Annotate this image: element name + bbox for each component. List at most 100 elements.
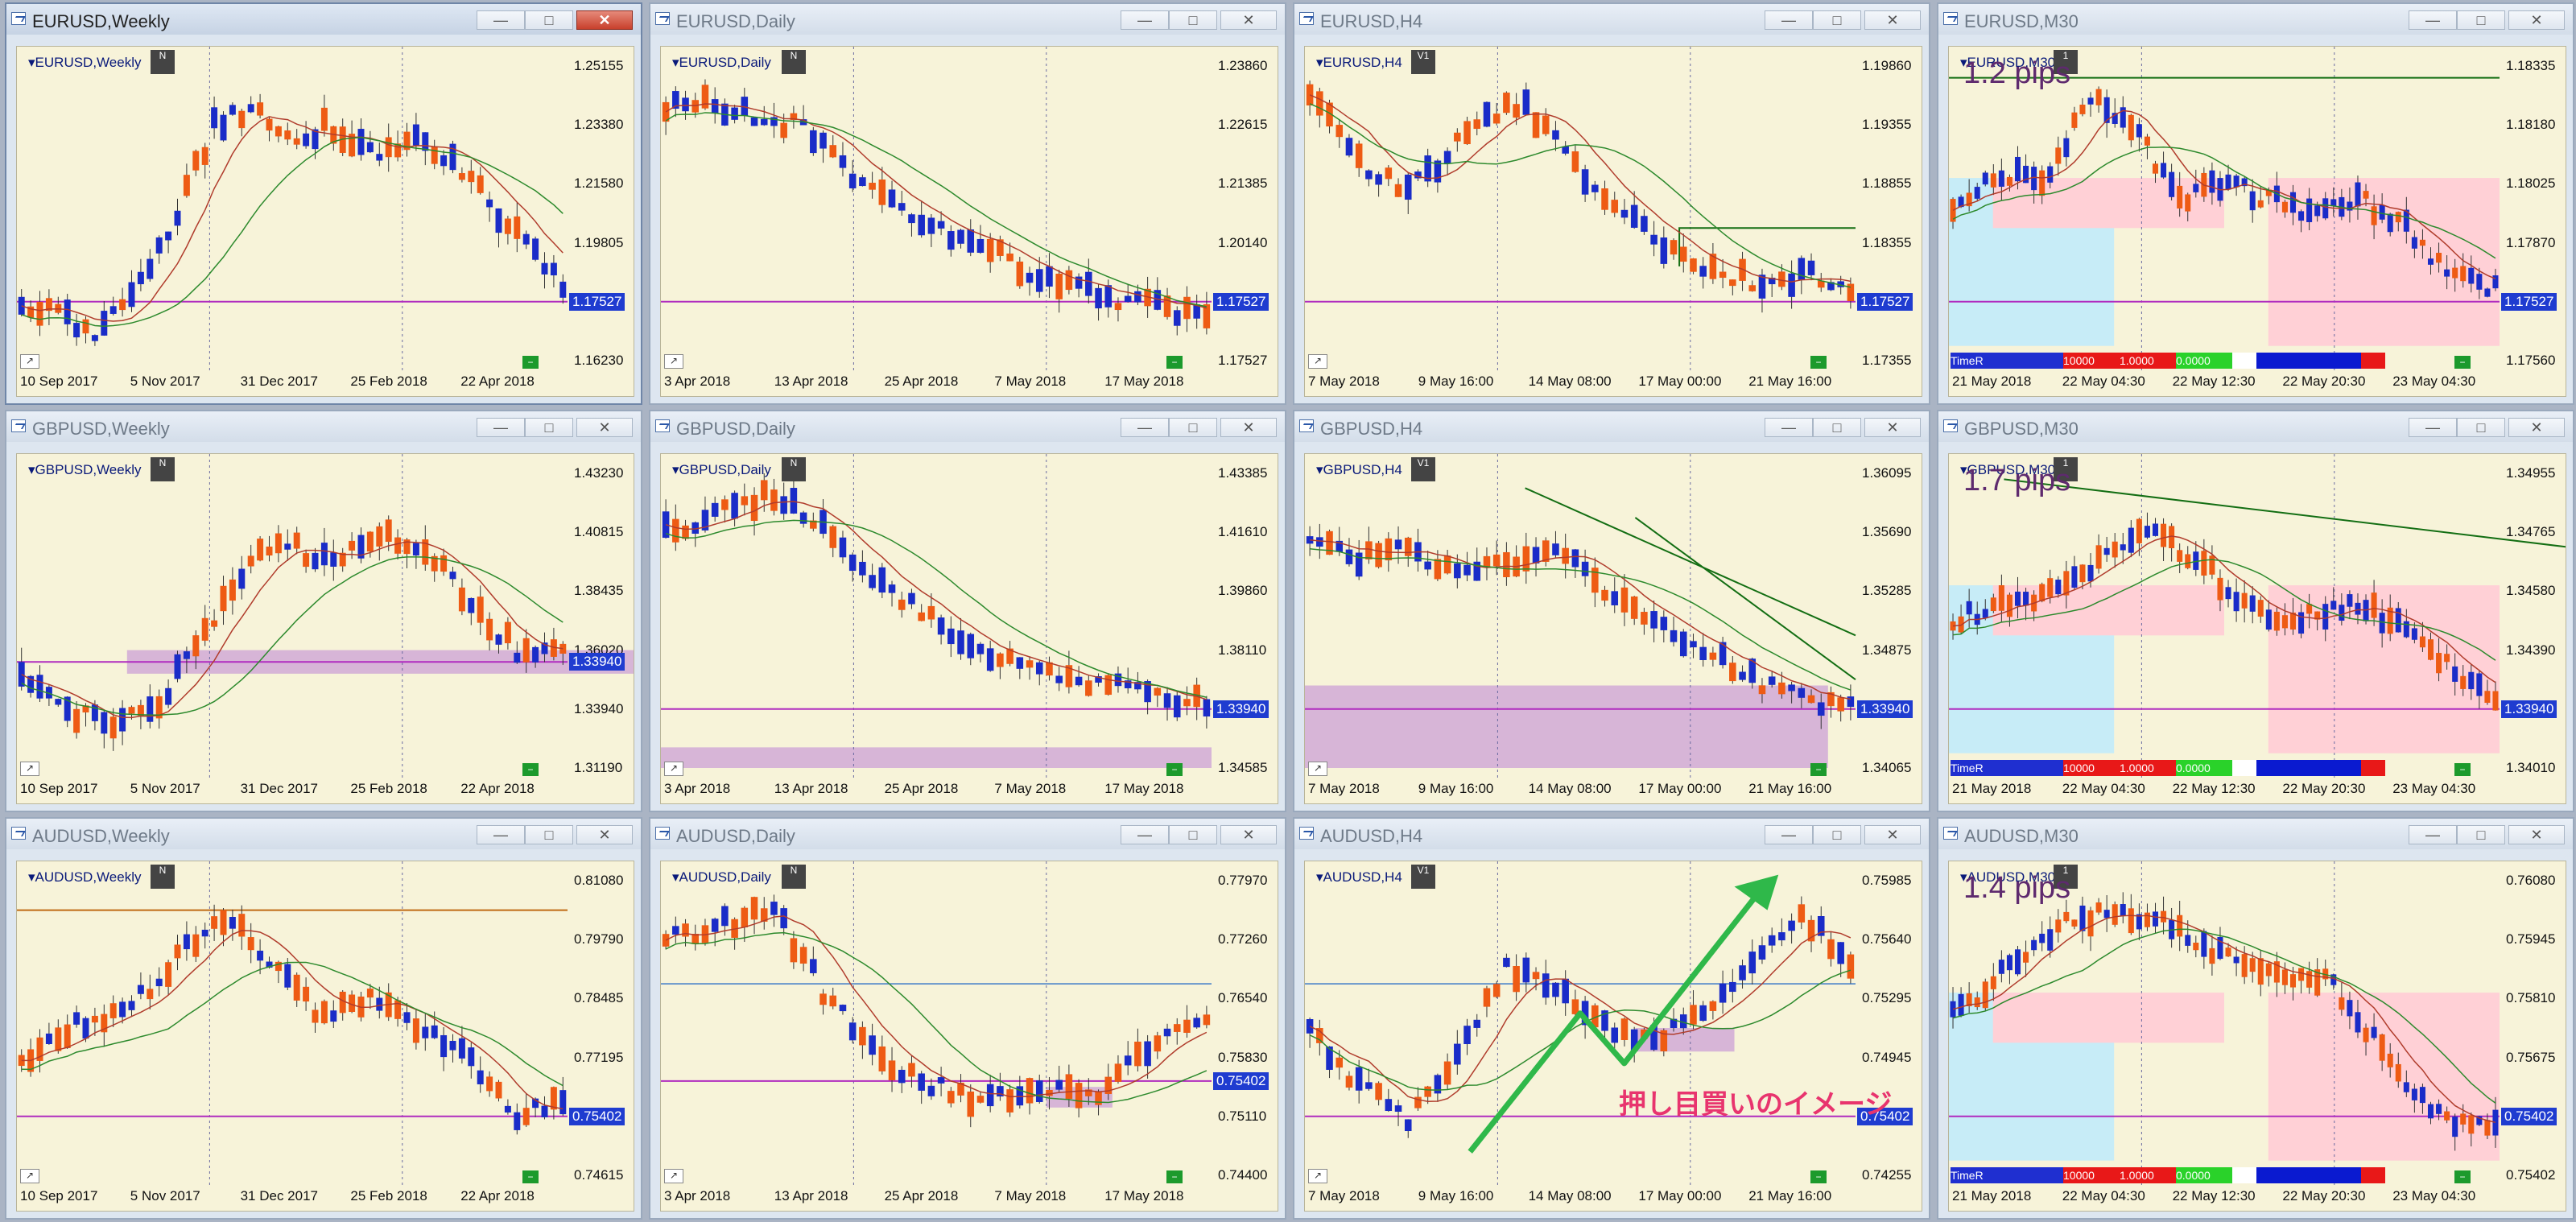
zoom-icon[interactable]: − xyxy=(2454,763,2471,776)
close-button[interactable]: ✕ xyxy=(576,10,633,30)
window-titlebar[interactable]: EURUSD,Weekly — □ ✕ xyxy=(6,4,641,35)
scroll-icon[interactable]: ↗ xyxy=(20,354,39,369)
close-button[interactable]: ✕ xyxy=(1864,10,1921,30)
maximize-button[interactable]: □ xyxy=(2457,10,2505,30)
chart-canvas[interactable]: EURUSD,Daily N 1.23860 1.22615 1.21385 1.2014… xyxy=(660,46,1278,397)
maximize-button[interactable]: □ xyxy=(1169,10,1217,30)
zoom-icon[interactable]: − xyxy=(1166,356,1183,369)
zoom-icon[interactable]: − xyxy=(522,763,539,776)
window-titlebar[interactable]: GBPUSD,M30 — □ ✕ xyxy=(1938,411,2573,442)
maximize-button[interactable]: □ xyxy=(2457,825,2505,844)
minimize-button[interactable]: — xyxy=(1121,418,1169,437)
chart-canvas[interactable]: AUDUSD,Weekly N 0.81080 0.79790 0.78485 0.771… xyxy=(16,861,634,1212)
indicator-tag[interactable]: N xyxy=(782,50,806,74)
minimize-button[interactable]: — xyxy=(1121,10,1169,30)
indicator-tag[interactable]: N xyxy=(151,50,175,74)
scroll-icon[interactable]: ↗ xyxy=(664,1169,683,1183)
chart-canvas[interactable]: GBPUSD,WeeklyN1.432301.408151.384351.360… xyxy=(16,453,634,804)
chart-window-gbpusd-h4[interactable]: GBPUSD,H4 — □ ✕ GBPUSD,H4 V1 1.36095 1.3569… xyxy=(1293,410,1930,812)
window-titlebar[interactable]: AUDUSD,Weekly — □ ✕ xyxy=(6,819,641,849)
chart-canvas[interactable]: GBPUSD,H4 V1 1.36095 1.35690 1.35285 1.34875 1… xyxy=(1304,453,1922,804)
indicator-tag[interactable]: 1 xyxy=(2054,865,2078,889)
chart-window-audusd-daily[interactable]: AUDUSD,Daily — □ ✕ AUDUSD,Daily N 0.77970 0… xyxy=(649,817,1286,1220)
chart-window-eurusd-weekly[interactable]: EURUSD,Weekly — □ ✕ EURUSD,Weekly N 1.2515… xyxy=(5,2,642,405)
chart-window-audusd-h4[interactable]: AUDUSD,H4 — □ ✕ AUDUSD,H4 V1 0.75985 0.7564… xyxy=(1293,817,1930,1220)
close-button[interactable]: ✕ xyxy=(2508,10,2565,30)
window-titlebar[interactable]: AUDUSD,M30 — □ ✕ xyxy=(1938,819,2573,849)
maximize-button[interactable]: □ xyxy=(1169,825,1217,844)
chart-canvas[interactable]: AUDUSD,Daily N 0.77970 0.77260 0.76540 0.7583… xyxy=(660,861,1278,1212)
maximize-button[interactable]: □ xyxy=(1169,418,1217,437)
zoom-icon[interactable]: − xyxy=(2454,356,2471,369)
window-titlebar[interactable]: EURUSD,M30 — □ ✕ xyxy=(1938,4,2573,35)
zoom-icon[interactable]: − xyxy=(1810,356,1827,369)
minimize-button[interactable]: — xyxy=(1765,10,1813,30)
zoom-icon[interactable]: − xyxy=(1810,1170,1827,1183)
minimize-button[interactable]: — xyxy=(1121,825,1169,844)
scroll-icon[interactable]: ↗ xyxy=(1308,762,1327,776)
indicator-tag[interactable]: V1 xyxy=(1411,457,1435,481)
maximize-button[interactable]: □ xyxy=(525,10,573,30)
window-titlebar[interactable]: AUDUSD,H4 — □ ✕ xyxy=(1294,819,1929,849)
chart-window-audusd-weekly[interactable]: AUDUSD,Weekly — □ ✕ AUDUSD,Weekly N 0.8108… xyxy=(5,817,642,1220)
close-button[interactable]: ✕ xyxy=(1864,418,1921,437)
scroll-icon[interactable]: ↗ xyxy=(1308,1169,1327,1183)
close-button[interactable]: ✕ xyxy=(2508,825,2565,844)
scroll-icon[interactable]: ↗ xyxy=(664,762,683,776)
chart-window-gbpusd-weekly[interactable]: GBPUSD,Weekly — □ ✕ GBPUSD,Weekly N 1.4323… xyxy=(5,410,642,812)
indicator-tag[interactable]: 1 xyxy=(2054,50,2078,74)
chart-canvas[interactable]: GBPUSD,Daily N 1.43385 1.41610 1.39860 1.3811… xyxy=(660,453,1278,804)
window-titlebar[interactable]: EURUSD,Daily — □ ✕ xyxy=(650,4,1285,35)
window-titlebar[interactable]: EURUSD,H4 — □ ✕ xyxy=(1294,4,1929,35)
scroll-icon[interactable]: ↗ xyxy=(20,1169,39,1183)
close-button[interactable]: ✕ xyxy=(2508,418,2565,437)
window-titlebar[interactable]: GBPUSD,Daily — □ ✕ xyxy=(650,411,1285,442)
window-titlebar[interactable]: AUDUSD,Daily — □ ✕ xyxy=(650,819,1285,849)
zoom-icon[interactable]: − xyxy=(1810,763,1827,776)
scroll-icon[interactable]: ↗ xyxy=(664,354,683,369)
minimize-button[interactable]: — xyxy=(2409,10,2457,30)
minimize-button[interactable]: — xyxy=(477,10,525,30)
indicator-tag[interactable]: V1 xyxy=(1411,50,1435,74)
minimize-button[interactable]: — xyxy=(1765,418,1813,437)
maximize-button[interactable]: □ xyxy=(1813,418,1861,437)
chart-canvas[interactable]: EURUSD,Weekly N 1.25155 1.23380 1.21580 1.198… xyxy=(16,46,634,397)
maximize-button[interactable]: □ xyxy=(1813,10,1861,30)
chart-canvas[interactable]: EURUSD,H4 V1 1.19860 1.19355 1.18855 1.18355 1… xyxy=(1304,46,1922,397)
scroll-icon[interactable]: ↗ xyxy=(20,762,39,776)
indicator-tag[interactable]: N xyxy=(151,865,175,889)
close-button[interactable]: ✕ xyxy=(576,825,633,844)
indicator-tag[interactable]: N xyxy=(151,457,175,481)
maximize-button[interactable]: □ xyxy=(1813,825,1861,844)
maximize-button[interactable]: □ xyxy=(525,418,573,437)
chart-canvas[interactable]: AUDUSD,H4 V1 0.75985 0.75640 0.75295 0.74945 0… xyxy=(1304,861,1922,1212)
zoom-icon[interactable]: − xyxy=(522,1170,539,1183)
minimize-button[interactable]: — xyxy=(2409,825,2457,844)
scroll-icon[interactable]: ↗ xyxy=(1308,354,1327,369)
close-button[interactable]: ✕ xyxy=(576,418,633,437)
maximize-button[interactable]: □ xyxy=(525,825,573,844)
chart-window-eurusd-daily[interactable]: EURUSD,Daily — □ ✕ EURUSD,Daily N 1.23860 1… xyxy=(649,2,1286,405)
indicator-tag[interactable]: N xyxy=(782,457,806,481)
indicator-tag[interactable]: V1 xyxy=(1411,865,1435,889)
zoom-icon[interactable]: − xyxy=(522,356,539,369)
minimize-button[interactable]: — xyxy=(477,825,525,844)
minimize-button[interactable]: — xyxy=(477,418,525,437)
maximize-button[interactable]: □ xyxy=(2457,418,2505,437)
chart-window-eurusd-h4[interactable]: EURUSD,H4 — □ ✕ EURUSD,H4 V1 1.19860 1.1935… xyxy=(1293,2,1930,405)
minimize-button[interactable]: — xyxy=(2409,418,2457,437)
zoom-icon[interactable]: − xyxy=(1166,763,1183,776)
zoom-icon[interactable]: − xyxy=(1166,1170,1183,1183)
close-button[interactable]: ✕ xyxy=(1864,825,1921,844)
chart-window-gbpusd-daily[interactable]: GBPUSD,Daily — □ ✕ GBPUSD,Daily N 1.43385 1… xyxy=(649,410,1286,812)
close-button[interactable]: ✕ xyxy=(1220,825,1277,844)
window-titlebar[interactable]: GBPUSD,Weekly — □ ✕ xyxy=(6,411,641,442)
close-button[interactable]: ✕ xyxy=(1220,10,1277,30)
indicator-tag[interactable]: 1 xyxy=(2054,457,2078,481)
